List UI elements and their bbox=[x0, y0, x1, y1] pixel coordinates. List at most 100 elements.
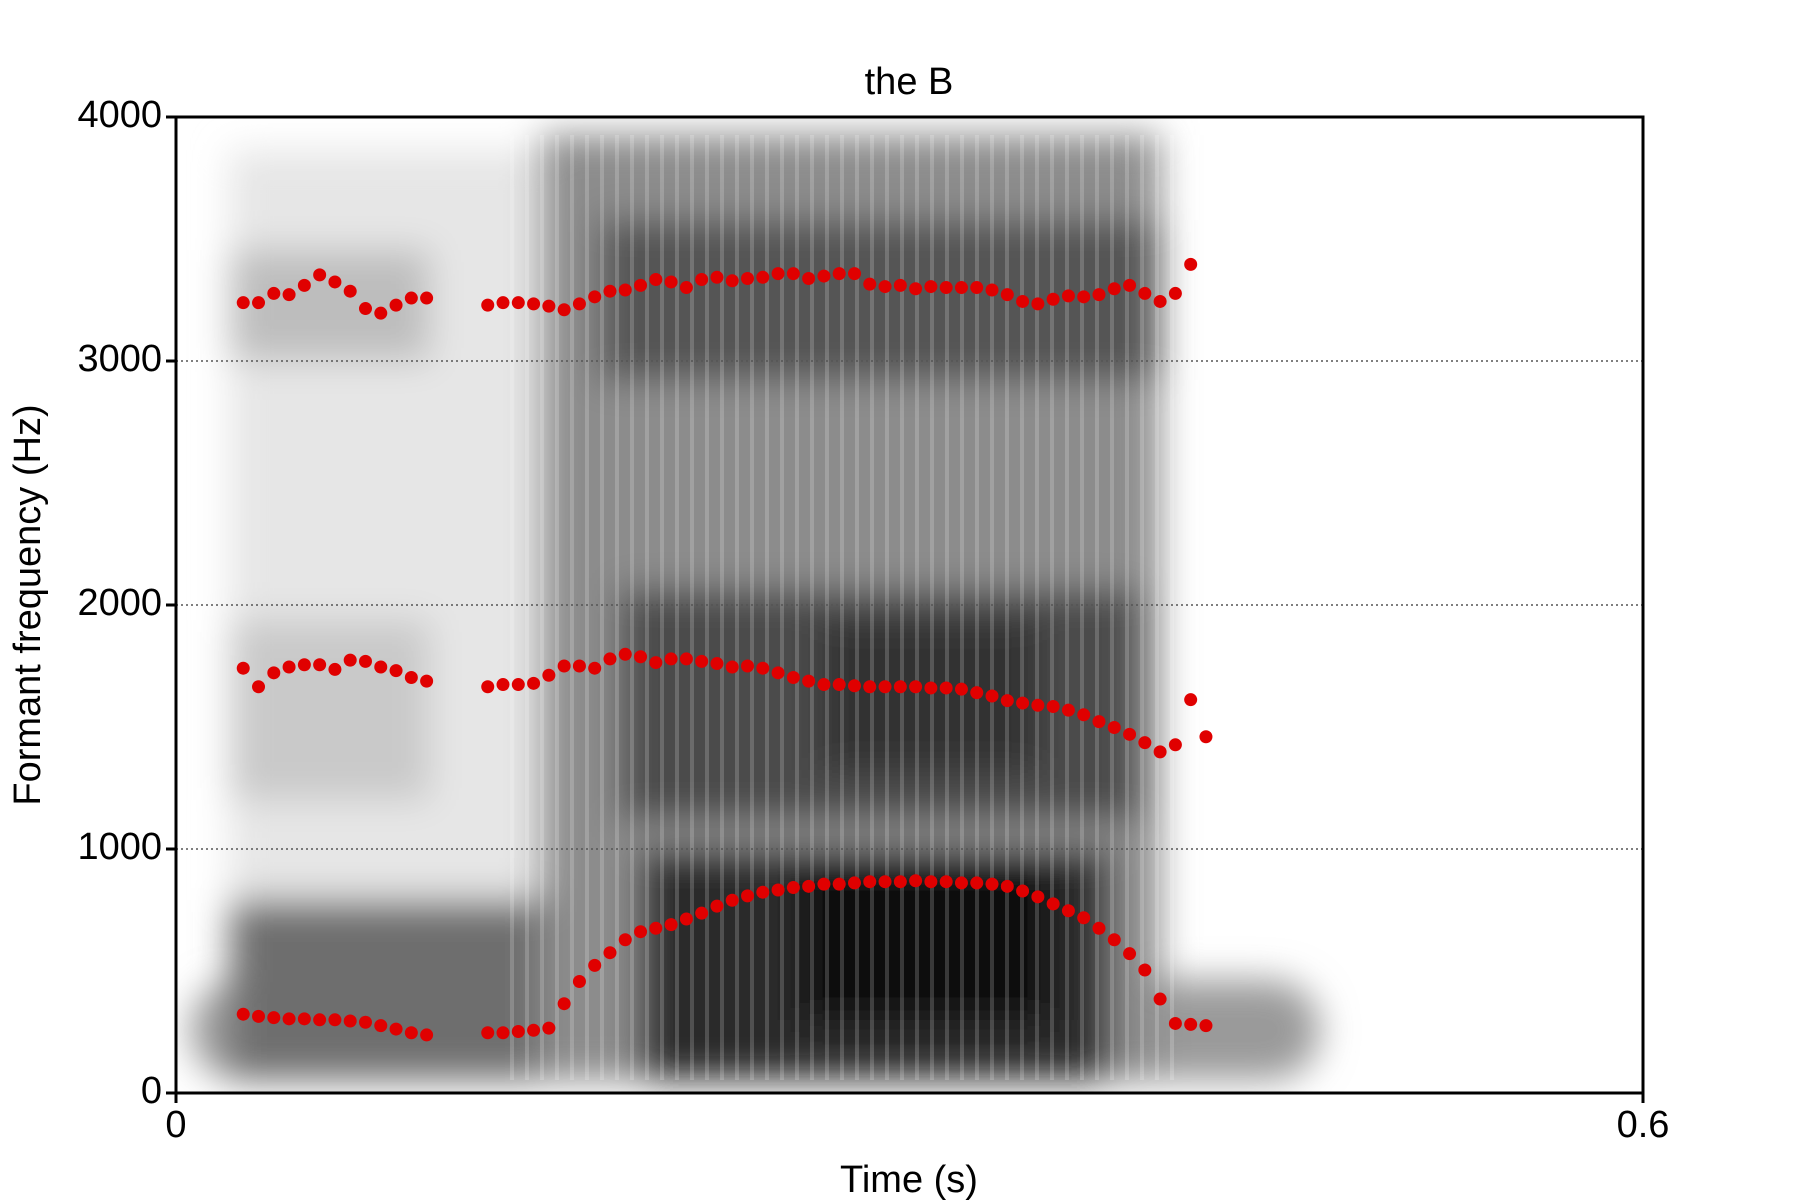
formant-point bbox=[1168, 738, 1182, 752]
formant-point bbox=[481, 680, 495, 694]
spectrogram bbox=[190, 135, 1320, 1080]
formant-point bbox=[985, 877, 999, 891]
formant-point bbox=[404, 1026, 418, 1040]
formant-point bbox=[404, 291, 418, 305]
formant-point bbox=[1107, 720, 1121, 734]
formant-point bbox=[863, 875, 877, 889]
formant-point bbox=[649, 921, 663, 935]
formant-point bbox=[557, 303, 571, 317]
formant-point bbox=[863, 680, 877, 694]
formant-point bbox=[756, 661, 770, 675]
formant-point bbox=[817, 678, 831, 692]
formant-point bbox=[985, 283, 999, 297]
y-axis-title: Formant frequency (Hz) bbox=[7, 404, 49, 805]
formant-point bbox=[496, 296, 510, 310]
formant-point bbox=[420, 1028, 434, 1042]
formant-point bbox=[618, 647, 632, 661]
formant-point bbox=[557, 997, 571, 1011]
formant-point bbox=[527, 1023, 541, 1037]
formant-point bbox=[603, 946, 617, 960]
formant-point bbox=[1153, 992, 1167, 1006]
formant-point bbox=[1061, 904, 1075, 918]
formant-point bbox=[710, 899, 724, 913]
formant-point bbox=[1046, 292, 1060, 306]
formant-point bbox=[924, 280, 938, 294]
formant-point bbox=[618, 283, 632, 297]
formant-point bbox=[328, 662, 342, 676]
formant-point bbox=[1031, 297, 1045, 311]
formant-point bbox=[954, 876, 968, 890]
formant-point bbox=[1092, 288, 1106, 302]
formant-point bbox=[863, 277, 877, 291]
formant-point bbox=[847, 267, 861, 281]
formant-point bbox=[1199, 730, 1213, 744]
formant-point bbox=[389, 298, 403, 312]
formant-point bbox=[970, 281, 984, 295]
formant-point bbox=[939, 681, 953, 695]
formant-point bbox=[389, 1022, 403, 1036]
formant-point bbox=[1138, 736, 1152, 750]
formant-point bbox=[297, 658, 311, 672]
x-axis-title: Time (s) bbox=[840, 1159, 978, 1200]
formant-point bbox=[542, 299, 556, 313]
x-tick-label: 0 bbox=[165, 1104, 186, 1146]
formant-point bbox=[618, 933, 632, 947]
formant-point bbox=[1061, 703, 1075, 717]
formant-point bbox=[710, 657, 724, 671]
formant-point bbox=[313, 268, 327, 282]
formant-point bbox=[588, 958, 602, 972]
formant-point bbox=[771, 267, 785, 281]
formant-points bbox=[236, 257, 1213, 1042]
formant-point bbox=[358, 1015, 372, 1029]
formant-point bbox=[1077, 911, 1091, 925]
formant-point bbox=[1016, 294, 1030, 308]
formant-point bbox=[695, 654, 709, 668]
formant-point bbox=[832, 267, 846, 281]
formant-point bbox=[802, 674, 816, 688]
formant-point bbox=[817, 269, 831, 283]
formant-point bbox=[1123, 727, 1137, 741]
formant-point bbox=[802, 879, 816, 893]
formant-point bbox=[1107, 933, 1121, 947]
formant-point bbox=[1107, 282, 1121, 296]
formant-point bbox=[832, 877, 846, 891]
formant-point bbox=[282, 1012, 296, 1026]
formant-point bbox=[817, 877, 831, 891]
formant-point bbox=[1168, 1016, 1182, 1030]
formant-point bbox=[756, 270, 770, 284]
formant-point bbox=[878, 280, 892, 294]
formant-point bbox=[786, 267, 800, 281]
formant-point bbox=[1123, 278, 1137, 292]
formant-point bbox=[1184, 257, 1198, 271]
formant-point bbox=[786, 881, 800, 895]
formant-point bbox=[313, 658, 327, 672]
y-tick-label: 3000 bbox=[77, 338, 162, 380]
formant-point bbox=[741, 889, 755, 903]
y-tick-label: 1000 bbox=[77, 826, 162, 868]
formant-point bbox=[741, 659, 755, 673]
formant-point bbox=[343, 1014, 357, 1028]
formant-point bbox=[343, 653, 357, 667]
formant-point bbox=[634, 650, 648, 664]
formant-point bbox=[970, 686, 984, 700]
formant-point bbox=[297, 1012, 311, 1026]
formant-point bbox=[909, 874, 923, 888]
formant-point bbox=[725, 893, 739, 907]
formant-point bbox=[1077, 290, 1091, 304]
formant-point bbox=[420, 674, 434, 688]
formant-point bbox=[1092, 715, 1106, 729]
formant-point bbox=[1153, 745, 1167, 759]
formant-point bbox=[267, 1011, 281, 1025]
formant-point bbox=[679, 281, 693, 295]
formant-point bbox=[282, 288, 296, 302]
formant-point bbox=[924, 875, 938, 889]
ticks: 0 1000 2000 3000 4000 0 0.6 bbox=[77, 94, 1669, 1146]
formant-point bbox=[511, 678, 525, 692]
formant-point bbox=[374, 306, 388, 320]
formant-point bbox=[970, 876, 984, 890]
formant-point bbox=[847, 876, 861, 890]
formant-point bbox=[909, 680, 923, 694]
formant-point bbox=[1000, 288, 1014, 302]
formant-point bbox=[313, 1013, 327, 1027]
formant-point bbox=[236, 1007, 250, 1021]
